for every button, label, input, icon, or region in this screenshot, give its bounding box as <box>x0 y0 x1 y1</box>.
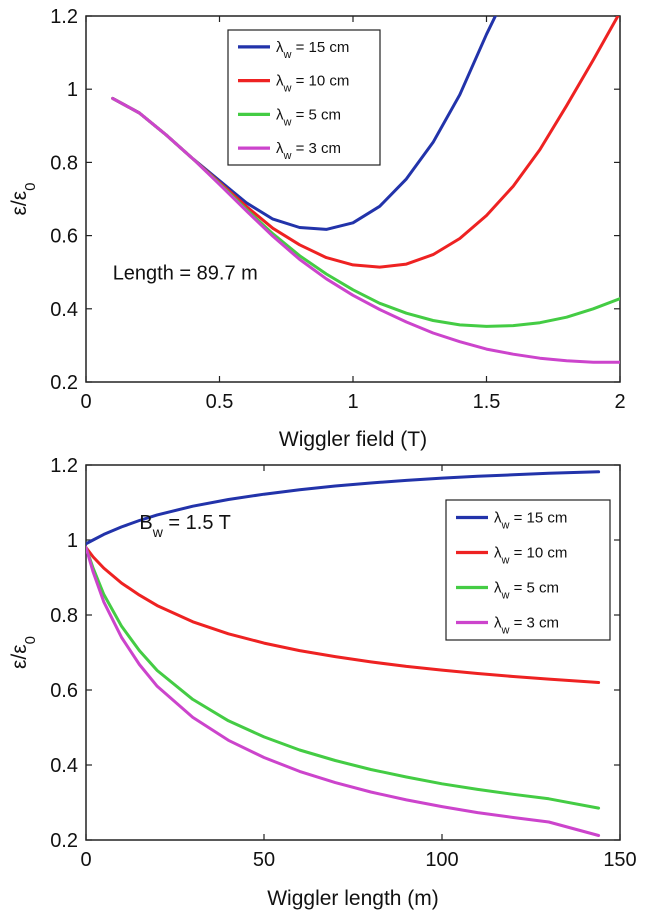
series-group <box>86 470 601 837</box>
series-line-4 <box>111 96 620 364</box>
y-tick-label: 0.8 <box>50 605 78 627</box>
y-tick-label: 1.2 <box>50 455 78 477</box>
legend-box <box>445 499 611 641</box>
x-tick-label: 1.5 <box>473 391 501 413</box>
annotation-text: Bw = 1.5 T <box>139 512 230 540</box>
legend-entry: λw = 3 cm <box>276 140 341 162</box>
y-tick-label: 1 <box>67 79 78 101</box>
series-line-1 <box>86 470 601 546</box>
x-tick-label: 1 <box>347 391 358 413</box>
x-axis-label: Wiggler length (m) <box>267 887 439 910</box>
legend: λw = 15 cm λw = 10 cm λw = 5 cm λw = 3 cm <box>445 499 611 641</box>
series-line-4 <box>86 546 601 837</box>
x-tick-label: 2 <box>614 391 625 413</box>
chart-1: 0 0.5 1 1.5 2 0.2 0.4 0.6 0.8 1 1.2 Wiggler field (… <box>8 6 626 451</box>
x-tick-label: 150 <box>603 849 636 871</box>
y-axis-label: ε/ε0 <box>8 183 39 216</box>
legend-entry: λw = 10 cm <box>276 73 349 95</box>
x-tick-label: 0 <box>80 391 91 413</box>
x-tick-label: 100 <box>425 849 458 871</box>
legend-entry: λw = 10 cm <box>494 545 567 567</box>
y-tick-label: 0.2 <box>50 372 78 394</box>
legend-entry: λw = 5 cm <box>276 106 341 128</box>
legend-entry: λw = 5 cm <box>494 580 559 602</box>
y-tick-label: 0.2 <box>50 830 78 852</box>
y-tick-label: 0.4 <box>50 299 78 321</box>
y-tick-label: 1.2 <box>50 6 78 28</box>
chart-2: 0 50 100 150 0.2 0.4 0.6 0.8 1 1.2 Wiggler length … <box>8 455 637 910</box>
y-tick-label: 0.6 <box>50 680 78 702</box>
y-tick-label: 0.8 <box>50 152 78 174</box>
legend-entry: λw = 15 cm <box>276 39 349 61</box>
legend-box <box>227 29 381 166</box>
legend-entry: λw = 3 cm <box>494 615 559 637</box>
series-line-3 <box>86 546 601 810</box>
legend: λw = 15 cm λw = 10 cm λw = 5 cm λw = 3 cm <box>227 29 381 166</box>
x-tick-label: 0.5 <box>206 391 234 413</box>
y-tick-label: 0.4 <box>50 755 78 777</box>
x-axis-label: Wiggler field (T) <box>279 428 427 451</box>
y-tick-label: 1 <box>67 530 78 552</box>
plot-frame <box>85 464 621 841</box>
annotation-text: Length = 89.7 m <box>113 263 258 285</box>
y-tick-label: 0.6 <box>50 226 78 248</box>
x-tick-label: 50 <box>253 849 275 871</box>
y-axis-label: ε/ε0 <box>8 636 39 669</box>
x-tick-label: 0 <box>80 849 91 871</box>
series-line-2 <box>86 546 601 684</box>
legend-entry: λw = 15 cm <box>494 510 567 532</box>
series-group <box>111 16 620 364</box>
